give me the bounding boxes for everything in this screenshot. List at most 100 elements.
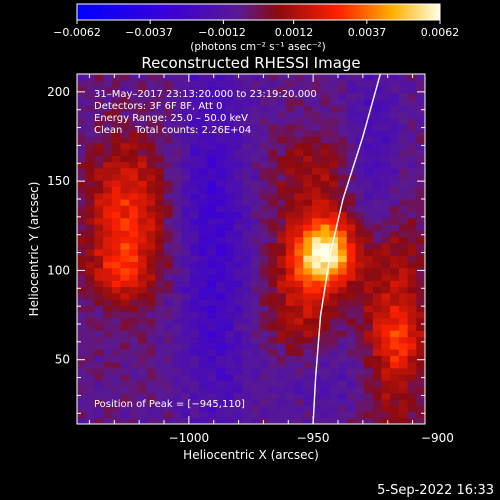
heatmap-cell [294,274,304,281]
heatmap-cell [94,111,104,119]
heatmap-cell [137,361,148,369]
heatmap-cell [320,255,330,263]
heatmap-cell [338,374,348,381]
heatmap-cell [251,180,261,188]
heatmap-cell [164,355,174,363]
heatmap-cell [94,236,104,244]
heatmap-cell [94,186,104,194]
heatmap-cell [137,305,148,313]
heatmap-cell [242,249,252,256]
heatmap-cell [77,217,87,225]
heatmap-cell [216,349,226,356]
heatmap-cell [346,236,356,244]
heatmap-cell [311,267,322,275]
heatmap-cell [390,224,400,231]
heatmap-cell [120,355,130,363]
heatmap-cell [390,261,400,269]
heatmap-cell [111,192,122,200]
heatmap-cell [85,149,95,156]
heatmap-cell [181,361,191,369]
heatmap-cell [120,124,130,131]
heatmap-cell [285,330,296,338]
heatmap-cell [233,86,243,94]
heatmap-cell [190,255,200,263]
heatmap-cell [355,86,365,94]
heatmap-cell [103,199,113,206]
heatmap-cell [137,99,148,106]
heatmap-cell [129,130,139,138]
heatmap-cell [155,261,165,269]
heatmap-cell [85,242,95,250]
heatmap-cell [277,386,287,394]
heatmap-cell [216,149,226,156]
heatmap-cell [242,86,252,94]
heatmap-cell [285,149,296,156]
heatmap-cell [103,149,113,156]
heatmap-cell [381,174,391,181]
heatmap-cell [111,80,122,88]
heatmap-cell [268,317,278,325]
heatmap-cell [259,267,269,275]
heatmap-cell [285,192,296,200]
heatmap-cell [120,249,130,256]
heatmap-cell [233,130,243,138]
heatmap-cell [198,274,209,281]
heatmap-cell [233,392,243,400]
heatmap-cell [390,292,400,300]
heatmap-cell [233,149,243,156]
heatmap-cell [85,305,95,313]
heatmap-cell [259,349,269,356]
heatmap-cell [77,305,87,313]
heatmap-cell [111,286,122,294]
heatmap-cell [268,286,278,294]
heatmap-cell [181,155,191,163]
heatmap-cell [216,124,226,131]
heatmap-cell [242,167,252,175]
heatmap-cell [407,161,417,169]
heatmap-cell [259,324,269,331]
heatmap-cell [207,149,217,156]
heatmap-cell [311,236,322,244]
heatmap-cell [164,99,174,106]
heatmap-cell [233,224,243,231]
heatmap-cell [164,399,174,406]
heatmap-cell [77,405,87,413]
heatmap-cell [277,392,287,400]
heatmap-cell [364,242,374,250]
heatmap-cell [111,124,122,131]
heatmap-cell [190,330,200,338]
heatmap-cell [390,80,400,88]
heatmap-cell [181,142,191,150]
heatmap-cell [120,299,130,306]
heatmap-cell [285,367,296,375]
heatmap-cell [181,311,191,319]
heatmap-cell [207,136,217,144]
heatmap-cell [294,124,304,131]
heatmap-cell [164,242,174,250]
heatmap-cell [172,105,182,113]
heatmap-cell [137,105,148,113]
heatmap-cell [251,342,261,350]
heatmap-cell [129,92,139,100]
heatmap-cell [137,405,148,413]
heatmap-cell [129,417,139,424]
heatmap-cell [94,142,104,150]
heatmap-cell [137,86,148,94]
heatmap-cell [111,367,122,375]
heatmap-cell [103,405,113,413]
heatmap-cell [233,199,243,206]
heatmap-cell [233,174,243,181]
heatmap-cell [338,99,348,106]
heatmap-cell [181,130,191,138]
heatmap-cell [85,117,95,125]
heatmap-cell [338,311,348,319]
heatmap-cell [77,149,87,156]
heatmap-cell [259,105,269,113]
heatmap-cell [251,199,261,206]
heatmap-cell [329,124,339,131]
heatmap-cell [94,130,104,138]
heatmap-cell [190,286,200,294]
heatmap-cell [285,255,296,263]
heatmap-cell [329,205,339,213]
heatmap-cell [216,299,226,306]
